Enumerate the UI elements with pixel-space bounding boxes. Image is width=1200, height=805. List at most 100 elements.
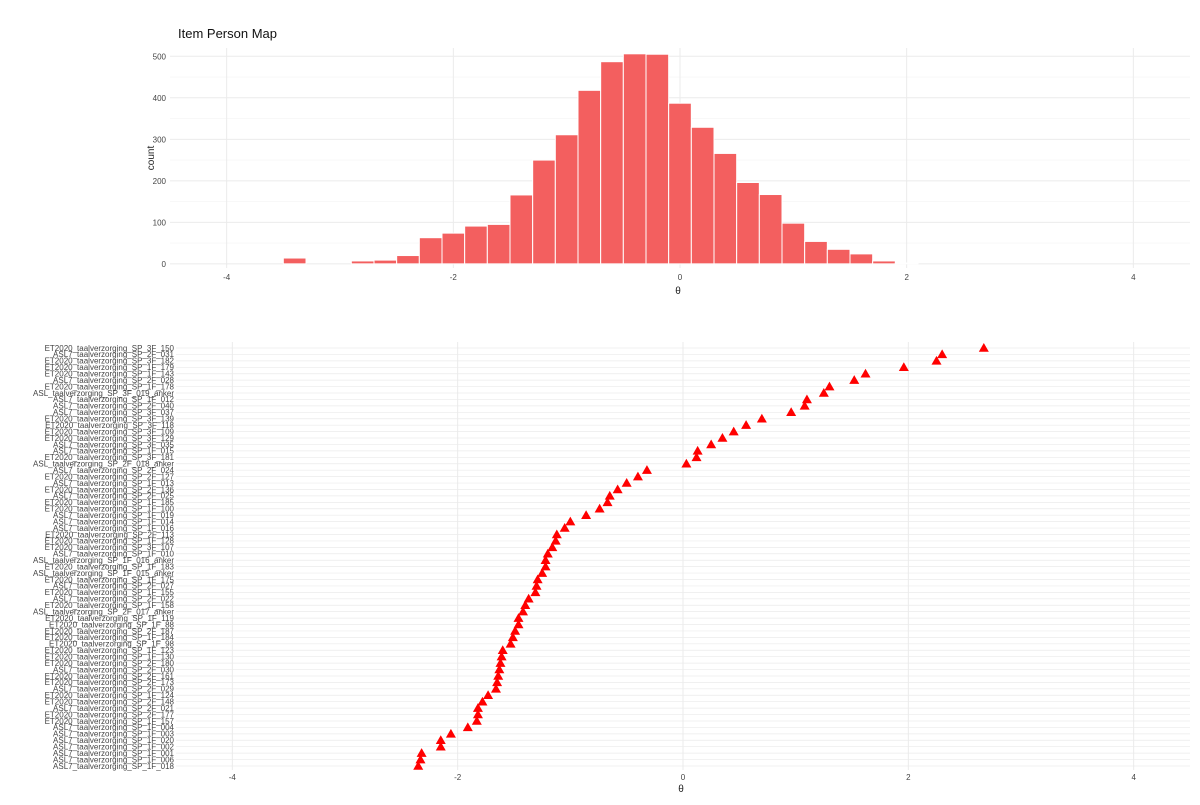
item-difficulty-marker (978, 343, 989, 352)
item-difficulty-marker (612, 484, 623, 494)
item-difficulty-marker (540, 561, 551, 571)
item-label: ASL7_taalverzorging_SP_1F_020 (53, 736, 175, 745)
item-difficulty-marker (681, 458, 692, 468)
x-tick-label: -4 (229, 773, 237, 782)
item-label: ASL7_taalverzorging_SP_2F_029 (53, 685, 175, 694)
item-difficulty-marker (435, 735, 446, 745)
item-label: ET2020_taalverzorging_SP_2F_173 (45, 678, 175, 687)
x-tick-label: -4 (223, 273, 231, 282)
item-difficulty-marker (931, 355, 942, 365)
item-label: ET2020_taalverzorging_SP_1F_100 (45, 505, 175, 514)
item-label: ASL7_taalverzorging_SP_3F_035 (53, 440, 175, 449)
item-label: ET2020_taalverzorging_SP_1F_179 (45, 363, 175, 372)
histogram-bar (464, 225, 488, 265)
histogram-bar (577, 89, 602, 265)
histogram-panel: -4 -2 0 2 4 0 100 200 300 400 500 Item Person Map θ c… (0, 0, 1200, 310)
item-difficulty-marker (581, 510, 592, 519)
item-difficulty-marker (462, 722, 473, 732)
item-difficulty-marker (472, 709, 483, 719)
item-difficulty-marker (493, 670, 504, 680)
y-tick-label: 300 (153, 135, 167, 144)
item-label: ET2020_taalverzorging_SP_1F_124 (45, 691, 175, 700)
item-label: ASL7_taalverzorging_SP_2F_028 (53, 376, 175, 385)
histogram-bar (804, 240, 828, 265)
item-label: ET2020_taalverzorging_SP_3F_129 (45, 434, 175, 443)
histogram-bar (849, 253, 874, 265)
histogram-bar (441, 232, 466, 265)
item-difficulty-marker (706, 439, 717, 449)
item-label: ET2020_taalverzorging_SP_1F_185 (45, 498, 175, 507)
item-difficulty-marker (416, 748, 427, 757)
item-difficulty-marker (849, 375, 860, 384)
item-difficulty-marker (692, 445, 703, 455)
item-difficulty-marker (717, 433, 728, 442)
histogram-bar (622, 53, 647, 265)
item-difficulty-marker (530, 587, 541, 597)
histogram-bar (418, 237, 443, 265)
chart-title: Item Person Map (178, 26, 277, 41)
item-difficulty-marker (520, 600, 531, 609)
x-tick-label: -2 (454, 773, 462, 782)
item-label: ASL_taalverzorging_SP_2F_017_anker (33, 607, 174, 616)
item-label: ASL7_taalverzorging_SP_1F_004 (53, 723, 175, 732)
histogram-bar (600, 61, 624, 265)
item-difficulty-marker (415, 754, 426, 764)
item-label: ET2020_taalverzorging_SP_1F_157 (45, 717, 175, 726)
item-label: ASL_taalverzorging_SP_3F_019_anker (33, 389, 174, 398)
y-tick-label: 200 (153, 177, 167, 186)
item-difficulty-marker (537, 568, 548, 577)
item-label: ET2020_taalverzorging_SP_2F_113 (45, 530, 174, 539)
item-label: ASL7_taalverzorging_SP_1F_002 (53, 743, 175, 752)
item-label: ET2020_taalverzorging_SP_2F_136 (45, 485, 175, 494)
item-label: ET2020_taalverzorging_SP_1F_158 (45, 601, 175, 610)
item-difficulty-marker (741, 420, 752, 429)
item-difficulty-marker (898, 362, 909, 372)
histogram-chart: -4 -2 0 2 4 0 100 200 300 400 500 Item Person Map θ c… (146, 26, 1190, 297)
item-label: ET2020_taalverzorging_SP_1F_143 (45, 370, 175, 379)
item-label: ASL7_taalverzorging_SP_1F_012 (53, 395, 175, 404)
item-difficulty-marker (490, 683, 501, 693)
y-tick-label: 500 (153, 52, 167, 61)
histogram-bar (282, 257, 307, 265)
x-tick-label: 4 (1131, 273, 1136, 282)
item-label: ET2020_taalverzorging_SP_2F_127 (45, 472, 175, 481)
item-difficulty-marker (604, 490, 615, 500)
item-label: ASL7_taalverzorging_SP_2F_040 (53, 402, 175, 411)
histogram-bar (486, 223, 511, 265)
item-difficulty-marker (641, 465, 652, 474)
item-difficulty-marker (513, 613, 524, 622)
item-difficulty-marker (801, 394, 812, 404)
item-label: ASL7_taalverzorging_SP_1F_013 (53, 479, 175, 488)
item-label: ET2020_taalverzorging_SP_2F_161 (45, 672, 175, 681)
item-label: ET2020_taalverzorging_SP_1F_98 (49, 640, 175, 649)
histogram-bar (758, 194, 783, 265)
item-difficulty-marker (497, 645, 508, 654)
item-difficulty-marker (691, 452, 702, 462)
histogram-bar (690, 126, 715, 265)
item-difficulty-marker (547, 542, 558, 552)
histogram-bar (826, 248, 851, 265)
item-map-chart: -4 -2 0 2 4ET2020_taalverzorging_SP_3F_150AS… (33, 342, 1190, 795)
histogram-bar (350, 260, 375, 265)
item-label: ASL7_taalverzorging_SP_1F_019 (53, 511, 175, 520)
item-label: ASL7_taalverzorging_SP_2F_021 (53, 704, 175, 713)
item-difficulty-marker (565, 516, 576, 526)
item-label: ET2020_taalverzorging_SP_1F_130 (45, 652, 175, 661)
item-label: ET2020_taalverzorging_SP_3F_139 (45, 415, 175, 424)
item-label: ET2020_taalverzorging_SP_3F_109 (45, 427, 175, 436)
item-label: ET2020_taalverzorging_SP_1F_175 (45, 575, 175, 584)
item-difficulty-marker (531, 580, 542, 590)
item-difficulty-marker (594, 503, 605, 513)
item-label: ET2020_taalverzorging_SP_3F_150 (45, 344, 175, 353)
item-difficulty-marker (523, 593, 534, 603)
histogram-bar (713, 152, 738, 265)
item-map-panel: -4 -2 0 2 4 ET2020_taalverzorging_SP_3F_150 AS… (0, 320, 1200, 800)
item-label: ET2020_taalverzorging_SP_1F_119 (45, 614, 174, 623)
y-tick-label: 0 (162, 260, 167, 269)
histogram-bar (781, 222, 806, 265)
item-difficulty-marker (860, 368, 871, 378)
item-label: ET2020_taalverzorging_SP_1F_178 (45, 382, 175, 391)
item-label: ET2020_taalverzorging_SP_2F_187 (45, 627, 175, 636)
item-difficulty-marker (518, 606, 529, 616)
item-label: ASL7_taalverzorging_SP_1F_014 (53, 517, 175, 526)
